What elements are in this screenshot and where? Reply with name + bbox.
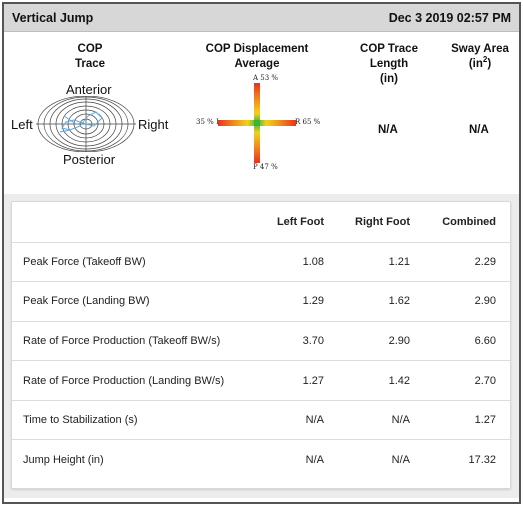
summary-section: COP Trace Anterior Left Right Posterior [4,32,519,194]
combined-value: 2.29 [424,241,510,282]
header-combined: Combined [442,215,496,228]
title-bar: Vertical Jump Dec 3 2019 02:57 PM [4,4,519,32]
table-row: Jump Height (in) N/A N/A 17.32 [12,439,510,480]
cop-trace-path [59,111,103,133]
metrics-card: Left Foot Right Foot Combined Peak Force… [11,201,511,489]
cop-displacement-left-label: 35 % L [196,118,221,126]
metrics-table: Left Foot Right Foot Combined Peak Force… [12,202,510,480]
left-foot-value: 3.70 [248,320,338,361]
row-label: Rate of Force Production (Landing BW/s) [12,360,248,401]
row-label: Rate of Force Production (Takeoff BW/s) [12,320,248,361]
table-row: Peak Force (Landing BW) 1.29 1.62 2.90 [12,281,510,322]
left-foot-value: 1.27 [248,360,338,401]
table-row: Peak Force (Takeoff BW) 1.08 1.21 2.29 [12,241,510,282]
concentric-ring-target-icon [36,96,136,152]
right-foot-value: N/A [338,439,424,480]
right-foot-value: N/A [338,399,424,440]
combined-value: 2.90 [424,281,510,322]
metrics-section: Left Foot Right Foot Combined Peak Force… [4,194,519,498]
left-foot-value: 1.29 [248,281,338,322]
table-row: Rate of Force Production (Landing BW/s) 1… [12,360,510,401]
header-left-foot: Left Foot [276,215,324,228]
sway-area-value: N/A [469,124,489,136]
cop-trace-length-value: N/A [378,124,398,136]
table-row: Time to Stabilization (s) N/A N/A 1.27 [12,399,510,440]
cop-trace-heading: COP Trace [74,43,106,70]
right-foot-value: 2.90 [338,320,424,361]
report-title: Vertical Jump [12,10,94,25]
row-label: Time to Stabilization (s) [12,399,248,440]
right-foot-value: 1.21 [338,241,424,282]
left-foot-value: N/A [248,399,338,440]
cop-trace-anterior-label: Anterior [66,82,112,97]
combined-value: 1.27 [424,399,510,440]
combined-value: 6.60 [424,320,510,361]
cop-trace-length-heading: COP Trace Length (in) [341,42,437,87]
sway-area-heading-line1: Sway Area [451,43,509,55]
row-label: Jump Height (in) [12,439,248,480]
cop-trace-length-heading-line2: (in) [380,73,398,85]
table-row: Rate of Force Production (Takeoff BW/s) 3… [12,320,510,361]
row-label: Peak Force (Landing BW) [12,281,248,322]
header-metric [12,202,248,242]
left-foot-value: N/A [248,439,338,480]
report-timestamp: Dec 3 2019 02:57 PM [388,10,511,25]
cop-displacement-right-label: R 65 % [295,118,321,126]
cop-trace-posterior-label: Posterior [63,152,116,167]
left-foot-value: 1.08 [248,241,338,282]
cop-trace-right-label: Right [138,117,169,132]
sway-area-heading: Sway Area (in2) [450,42,510,72]
table-header-row: Left Foot Right Foot Combined [12,202,510,242]
combined-value: 17.32 [424,439,510,480]
cop-trace-length-heading-line1: COP Trace Length [360,43,418,70]
row-label: Peak Force (Takeoff BW) [12,241,248,282]
right-foot-value: 1.42 [338,360,424,401]
combined-value: 2.70 [424,360,510,401]
header-right-foot: Right Foot [355,215,410,228]
cop-displacement-posterior-label: P 47 % [253,163,278,171]
sway-area-heading-line2: (in2) [468,55,492,70]
cop-displacement-anterior-label: A 53 % [253,74,279,82]
heatmap-cross-icon [218,83,296,163]
cop-trace-left-label: Left [11,117,33,132]
cop-displacement-heading: COP Displacement Average [205,43,309,70]
right-foot-value: 1.62 [338,281,424,322]
